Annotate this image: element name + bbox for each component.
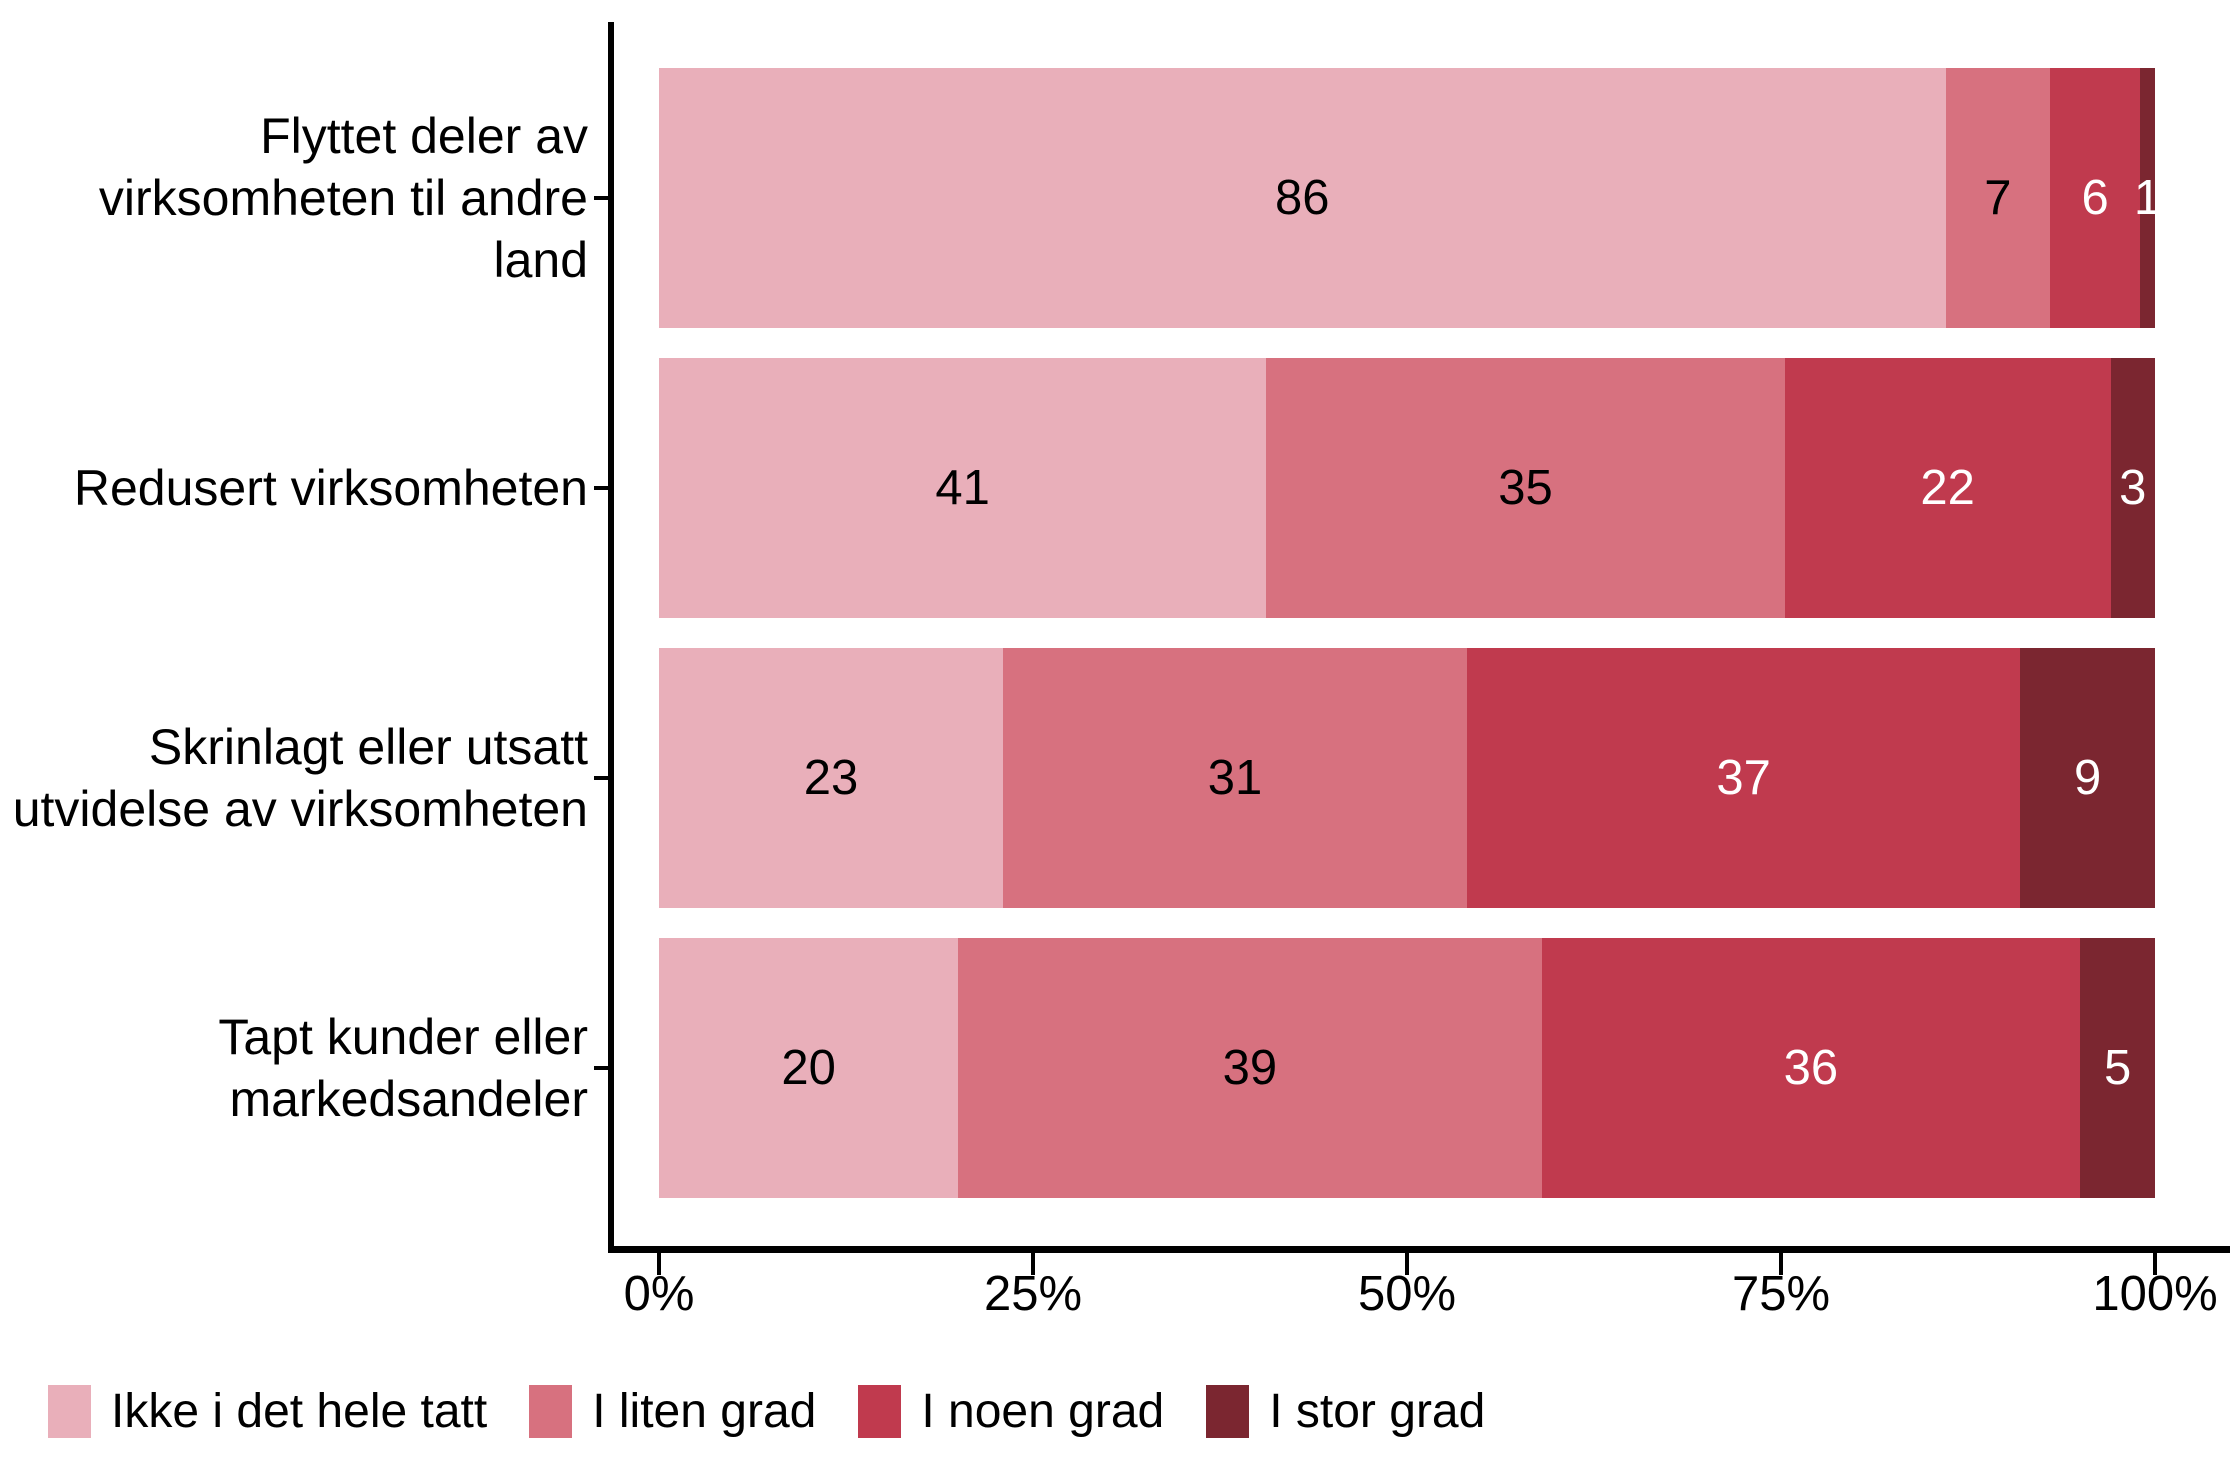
x-tick	[1779, 1253, 1783, 1275]
value-label: 37	[1716, 751, 1771, 805]
value-label: 9	[2074, 751, 2102, 805]
legend-label: I liten grad	[592, 1384, 817, 1438]
legend-label: I noen grad	[921, 1384, 1165, 1438]
bar-row: Skrinlagt eller utsatt utvidelse av virks…	[0, 648, 2240, 908]
category-label: Redusert virksomheten	[0, 358, 588, 618]
bar-segment: 1	[2134, 68, 2161, 328]
legend-item: I noen grad	[858, 1384, 1164, 1439]
category-label-line: virksomheten til andre	[98, 170, 588, 226]
category-label-line: utvidelse av virksomheten	[12, 781, 588, 837]
value-label: 23	[803, 751, 859, 805]
category-label-line: Skrinlagt eller utsatt	[148, 719, 588, 775]
value-label: 1	[2133, 171, 2162, 225]
value-label: 6	[2081, 171, 2109, 225]
value-label: 22	[1920, 461, 1975, 515]
legend-item: I stor grad	[1206, 1384, 1485, 1439]
bar-segment: 7	[1945, 68, 2051, 328]
stacked-bar: 41 35 22 3	[659, 358, 2155, 618]
category-label-line: land	[493, 232, 588, 288]
legend-label: Ikke i det hele tatt	[111, 1384, 488, 1438]
stacked-bar: 23 31 37 9	[659, 648, 2155, 908]
legend-swatch	[858, 1384, 902, 1438]
bar-segment: 6	[2050, 68, 2141, 328]
value-label: 7	[1984, 171, 2012, 225]
y-tick	[594, 1066, 609, 1070]
value-label: 20	[781, 1041, 836, 1095]
category-label-line: Flyttet deler av	[260, 108, 588, 164]
stacked-bar: 86 7 6 1	[659, 68, 2161, 328]
bar-row: Flyttet deler av virksomheten til andre la…	[0, 68, 2240, 328]
x-tick-label: 100%	[2092, 1267, 2218, 1321]
bar-segment: 20	[659, 938, 959, 1198]
stacked-bar: 20 39 36 5	[659, 938, 2155, 1198]
y-tick	[594, 486, 609, 490]
category-label: Flyttet deler av virksomheten til andre la…	[0, 68, 588, 328]
y-tick	[594, 196, 609, 200]
bar-segment: 23	[659, 648, 1004, 908]
x-tick	[657, 1253, 661, 1275]
y-tick	[594, 776, 609, 780]
x-axis-line	[608, 1246, 2230, 1253]
bar-row: Redusert virksomheten 41 35 22 3	[0, 358, 2240, 618]
x-tick-label: 0%	[623, 1267, 695, 1321]
legend: Ikke i det hele tatt I liten grad I noen g…	[48, 1376, 1485, 1446]
value-label: 35	[1498, 461, 1553, 515]
value-label: 31	[1207, 751, 1263, 805]
legend-label: I stor grad	[1269, 1384, 1486, 1438]
value-label: 5	[2103, 1041, 2132, 1095]
legend-swatch	[529, 1384, 573, 1438]
category-label: Tapt kunder eller markedsandeler	[0, 938, 588, 1198]
value-label: 41	[935, 461, 990, 515]
legend-item: I liten grad	[529, 1384, 816, 1439]
bar-segment: 41	[659, 358, 1267, 618]
value-label: 36	[1783, 1041, 1839, 1095]
category-label: Skrinlagt eller utsatt utvidelse av virks…	[0, 648, 588, 908]
x-tick-label: 50%	[1357, 1267, 1457, 1321]
bar-segment: 37	[1466, 648, 2021, 908]
x-tick	[2153, 1253, 2157, 1275]
category-label-line: markedsandeler	[229, 1071, 588, 1127]
bar-segment: 35	[1266, 358, 1785, 618]
bar-segment: 86	[659, 68, 1946, 328]
y-axis-line	[608, 22, 614, 1253]
bar-segment: 31	[1003, 648, 1467, 908]
legend-item: Ikke i det hele tatt	[48, 1384, 487, 1439]
bar-segment: 22	[1784, 358, 2111, 618]
bar-segment: 9	[2020, 648, 2155, 908]
bar-row: Tapt kunder eller markedsandeler 20 39 36 5	[0, 938, 2240, 1198]
value-label: 3	[2119, 461, 2147, 515]
x-tick	[1031, 1253, 1035, 1275]
category-label-line: Redusert virksomheten	[73, 460, 588, 516]
bar-segment: 36	[1541, 938, 2081, 1198]
bar-segment: 3	[2110, 358, 2155, 618]
x-tick	[1405, 1253, 1409, 1275]
legend-swatch	[48, 1384, 91, 1438]
legend-swatch	[1206, 1384, 1250, 1438]
bar-segment: 39	[958, 938, 1542, 1198]
value-label: 86	[1275, 171, 1330, 225]
bar-segment: 5	[2080, 938, 2155, 1198]
category-label-line: Tapt kunder eller	[218, 1009, 588, 1065]
x-tick-label: 75%	[1731, 1267, 1831, 1321]
value-label: 39	[1222, 1041, 1278, 1095]
x-tick-label: 25%	[983, 1267, 1083, 1321]
